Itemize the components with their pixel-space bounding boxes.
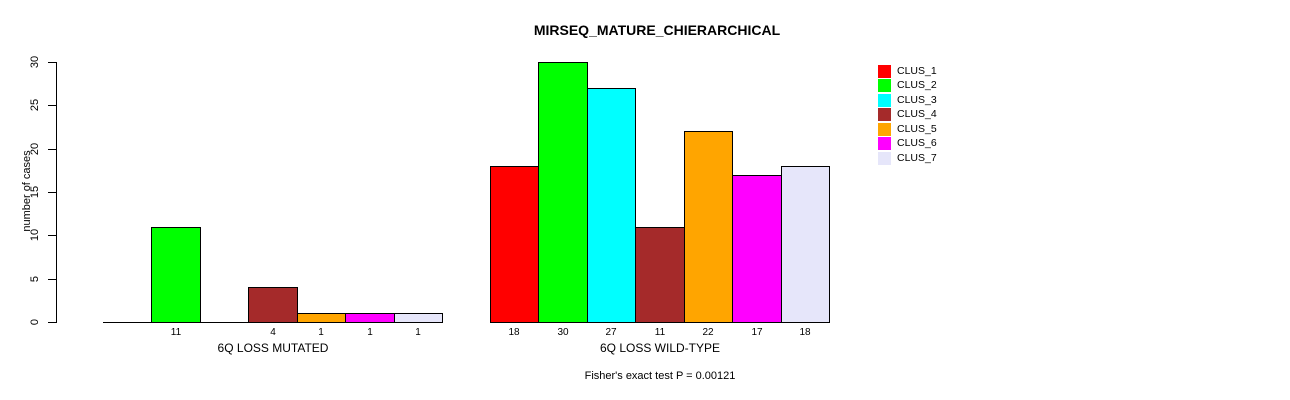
- bar-clus_6: [732, 175, 782, 323]
- legend-item: CLUS_2: [878, 79, 937, 94]
- y-tick-mark: [48, 105, 56, 106]
- bar-clus_5: [684, 131, 733, 323]
- legend-label: CLUS_1: [897, 64, 937, 77]
- legend-swatch-icon: [878, 64, 891, 78]
- y-axis-line: [56, 62, 57, 323]
- y-tick-label: 20: [29, 142, 41, 156]
- legend-item: CLUS_4: [878, 108, 937, 123]
- y-tick-label: 15: [29, 185, 41, 199]
- legend-label: CLUS_4: [897, 108, 937, 121]
- legend-swatch-icon: [878, 108, 891, 122]
- bar-clus_7: [781, 166, 830, 323]
- y-tick-label: 0: [29, 318, 41, 326]
- bar-clus_2: [538, 62, 588, 323]
- group-label: 6Q LOSS MUTATED: [217, 341, 329, 355]
- bar-clus_6: [345, 313, 395, 323]
- y-tick-mark: [48, 149, 56, 150]
- bar-value-label: 1: [415, 327, 421, 338]
- legend: CLUS_1 CLUS_2 CLUS_3 CLUS_4 CLUS_5 CLUS_6 CLUS…: [878, 64, 937, 166]
- bar-value-label: 1: [318, 327, 324, 338]
- y-tick-mark: [48, 192, 56, 193]
- bar-clus_5: [297, 313, 346, 323]
- bar-value-label: 11: [170, 327, 182, 338]
- legend-label: CLUS_2: [897, 79, 937, 92]
- bar-value-label: 27: [605, 327, 617, 338]
- legend-label: CLUS_7: [897, 151, 937, 164]
- y-tick-label: 25: [29, 98, 41, 112]
- legend-item: CLUS_3: [878, 93, 937, 108]
- y-tick-mark: [48, 235, 56, 236]
- bar-value-label: 18: [508, 327, 520, 338]
- bar-value-label: 17: [751, 327, 763, 338]
- legend-swatch-icon: [878, 151, 891, 165]
- bar-clus_1: [490, 166, 539, 323]
- y-tick-mark: [48, 322, 56, 323]
- legend-item: CLUS_1: [878, 64, 937, 79]
- legend-label: CLUS_6: [897, 137, 937, 150]
- bar-clus_7: [394, 313, 443, 323]
- annotation-text: Fisher's exact test P = 0.00121: [584, 370, 736, 382]
- legend-item: CLUS_7: [878, 151, 937, 166]
- bar-value-label: 30: [557, 327, 569, 338]
- y-tick-label: 10: [29, 228, 41, 242]
- legend-label: CLUS_5: [897, 122, 937, 135]
- bar-clus_4: [248, 287, 298, 323]
- y-tick-mark: [48, 279, 56, 280]
- legend-swatch-icon: [878, 79, 891, 93]
- bar-value-label: 11: [654, 327, 666, 338]
- bar-value-label: 18: [799, 327, 811, 338]
- bar-clus_3: [587, 88, 636, 323]
- group-label: 6Q LOSS WILD-TYPE: [599, 341, 721, 355]
- chart-title: MIRSEQ_MATURE_CHIERARCHICAL: [533, 22, 781, 38]
- legend-swatch-icon: [878, 93, 891, 107]
- legend-item: CLUS_5: [878, 122, 937, 137]
- bar-clus_4: [635, 227, 685, 323]
- y-tick-label: 30: [29, 55, 41, 69]
- legend-item: CLUS_6: [878, 137, 937, 152]
- y-tick-mark: [48, 62, 56, 63]
- y-tick-label: 5: [29, 275, 41, 283]
- legend-swatch-icon: [878, 122, 891, 136]
- bar-value-label: 1: [367, 327, 373, 338]
- bar-value-label: 4: [270, 327, 276, 338]
- bar-value-label: 22: [702, 327, 714, 338]
- legend-swatch-icon: [878, 137, 891, 151]
- legend-label: CLUS_3: [897, 93, 937, 106]
- bar-clus_2: [151, 227, 201, 323]
